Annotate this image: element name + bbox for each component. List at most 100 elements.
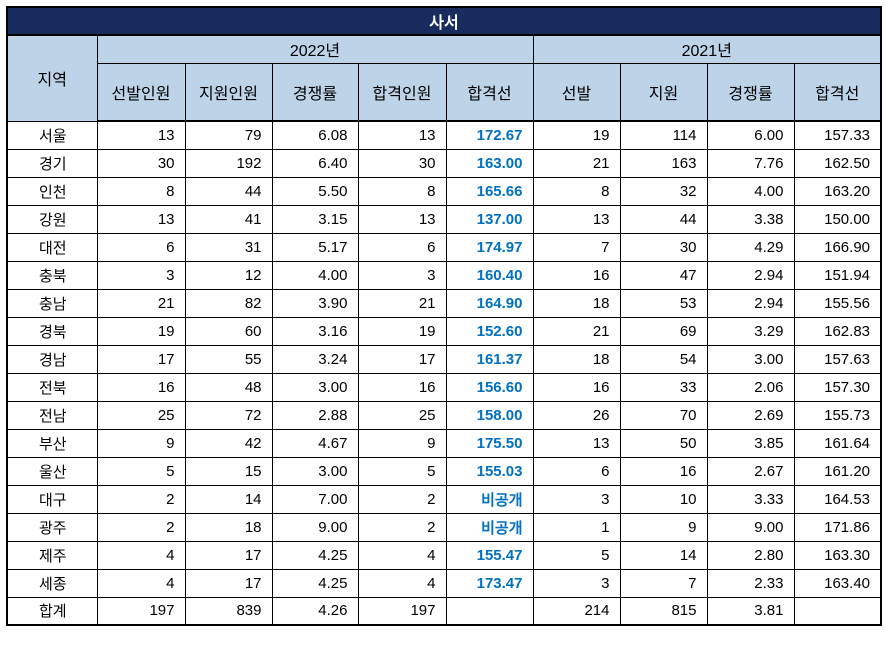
value-cell: 53 — [619, 288, 708, 318]
value-cell: 19 — [96, 316, 186, 346]
passline-2022-cell: 155.47 — [445, 540, 534, 570]
value-cell: 13 — [532, 428, 621, 458]
passline-2022-cell: 152.60 — [445, 316, 534, 346]
value-cell: 6.40 — [271, 148, 359, 178]
value-cell: 44 — [184, 176, 273, 206]
value-cell: 2.69 — [706, 400, 795, 430]
region-cell: 전북 — [6, 372, 98, 402]
table-row: 경북 19 60 3.16 19 152.60 21 69 3.29 162.83 — [6, 316, 882, 346]
value-cell: 2 — [96, 512, 186, 542]
value-cell: 6 — [532, 456, 621, 486]
value-cell: 31 — [184, 232, 273, 262]
value-cell: 42 — [184, 428, 273, 458]
table-row: 세종 4 17 4.25 4 173.47 3 7 2.33 163.40 — [6, 568, 882, 598]
value-cell: 5.50 — [271, 176, 359, 206]
value-cell: 21 — [532, 316, 621, 346]
value-cell: 6 — [96, 232, 186, 262]
value-cell: 4.29 — [706, 232, 795, 262]
region-cell: 대구 — [6, 484, 98, 514]
value-cell: 19 — [357, 316, 447, 346]
value-cell: 18 — [532, 344, 621, 374]
value-cell: 214 — [532, 596, 621, 626]
value-cell: 13 — [357, 204, 447, 234]
value-cell: 197 — [96, 596, 186, 626]
value-cell: 3.24 — [271, 344, 359, 374]
table-row: 강원 13 41 3.15 13 137.00 13 44 3.38 150.00 — [6, 204, 882, 234]
table-row: 충북 3 12 4.00 3 160.40 16 47 2.94 151.94 — [6, 260, 882, 290]
value-cell: 55 — [184, 344, 273, 374]
value-cell: 157.30 — [793, 372, 882, 402]
table-row: 대전 6 31 5.17 6 174.97 7 30 4.29 166.90 — [6, 232, 882, 262]
value-cell: 10 — [619, 484, 708, 514]
region-cell: 경북 — [6, 316, 98, 346]
value-cell: 8 — [96, 176, 186, 206]
value-cell: 3 — [532, 484, 621, 514]
value-cell: 8 — [532, 176, 621, 206]
value-cell: 2.94 — [706, 260, 795, 290]
table-row: 경남 17 55 3.24 17 161.37 18 54 3.00 157.63 — [6, 344, 882, 374]
value-cell: 21 — [96, 288, 186, 318]
value-cell: 4.00 — [271, 260, 359, 290]
column-header-region: 지역 — [6, 34, 98, 122]
value-cell: 25 — [357, 400, 447, 430]
value-cell: 3.00 — [271, 456, 359, 486]
passline-2022-cell: 161.37 — [445, 344, 534, 374]
value-cell: 2.94 — [706, 288, 795, 318]
value-cell: 25 — [96, 400, 186, 430]
column-group-2021: 2021년 — [532, 34, 882, 64]
value-cell: 17 — [184, 568, 273, 598]
passline-2022-cell: 165.66 — [445, 176, 534, 206]
value-cell: 3.15 — [271, 204, 359, 234]
value-cell: 13 — [96, 204, 186, 234]
region-cell: 강원 — [6, 204, 98, 234]
value-cell: 16 — [532, 260, 621, 290]
value-cell: 4.25 — [271, 568, 359, 598]
value-cell: 7.00 — [271, 484, 359, 514]
value-cell: 21 — [532, 148, 621, 178]
column-header-2021-selected: 선발 — [532, 62, 621, 122]
value-cell: 2 — [357, 512, 447, 542]
value-cell: 3 — [532, 568, 621, 598]
table-row: 제주 4 17 4.25 4 155.47 5 14 2.80 163.30 — [6, 540, 882, 570]
region-cell: 제주 — [6, 540, 98, 570]
value-cell: 5 — [96, 456, 186, 486]
region-cell: 합계 — [6, 596, 98, 626]
table-row: 인천 8 44 5.50 8 165.66 8 32 4.00 163.20 — [6, 176, 882, 206]
value-cell: 69 — [619, 316, 708, 346]
value-cell: 163 — [619, 148, 708, 178]
value-cell: 4.00 — [706, 176, 795, 206]
column-header-2022-passline: 합격선 — [445, 62, 534, 122]
value-cell: 157.33 — [793, 120, 882, 150]
value-cell: 163.30 — [793, 540, 882, 570]
value-cell: 17 — [96, 344, 186, 374]
value-cell: 7.76 — [706, 148, 795, 178]
value-cell: 2.80 — [706, 540, 795, 570]
value-cell: 5 — [357, 456, 447, 486]
value-cell: 32 — [619, 176, 708, 206]
region-cell: 울산 — [6, 456, 98, 486]
region-cell: 충남 — [6, 288, 98, 318]
region-cell: 충북 — [6, 260, 98, 290]
value-cell: 47 — [619, 260, 708, 290]
passline-2022-cell: 172.67 — [445, 120, 534, 150]
value-cell: 6 — [357, 232, 447, 262]
value-cell: 2 — [96, 484, 186, 514]
value-cell: 4 — [357, 568, 447, 598]
region-cell: 부산 — [6, 428, 98, 458]
passline-2022-cell: 174.97 — [445, 232, 534, 262]
value-cell: 17 — [184, 540, 273, 570]
value-cell: 44 — [619, 204, 708, 234]
passline-2022-cell: 163.00 — [445, 148, 534, 178]
value-cell: 9 — [357, 428, 447, 458]
table-row: 대구 2 14 7.00 2 비공개 3 10 3.33 164.53 — [6, 484, 882, 514]
value-cell: 161.20 — [793, 456, 882, 486]
table-body: 서울 13 79 6.08 13 172.67 19 114 6.00 157.33 경기 30 192… — [6, 120, 882, 626]
value-cell: 8 — [357, 176, 447, 206]
value-cell: 3 — [96, 260, 186, 290]
column-group-2022: 2022년 — [96, 34, 534, 64]
table-row: 전북 16 48 3.00 16 156.60 16 33 2.06 157.30 — [6, 372, 882, 402]
value-cell: 72 — [184, 400, 273, 430]
value-cell: 2.33 — [706, 568, 795, 598]
value-cell: 9 — [96, 428, 186, 458]
value-cell: 155.56 — [793, 288, 882, 318]
